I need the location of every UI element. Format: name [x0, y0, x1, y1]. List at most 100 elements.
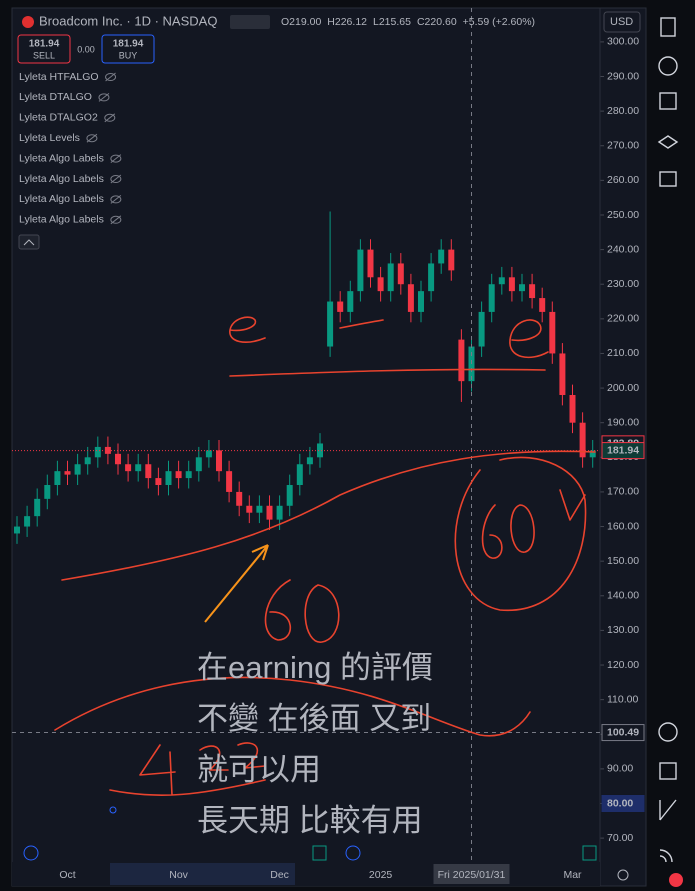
plot-area: 70.0080.0090.00100.00110.00120.00130.001… — [12, 8, 645, 886]
candle-body — [327, 301, 334, 347]
dividend-marker — [23, 845, 39, 861]
x-tick-label: Mar — [563, 869, 582, 881]
y-tick-label: 120.00 — [607, 659, 639, 671]
ohlc-value: C220.60 — [417, 16, 457, 28]
drawing — [61, 450, 596, 581]
candle-body — [478, 311, 485, 347]
y-tick-label: 190.00 — [607, 416, 639, 428]
price-tag — [601, 442, 645, 460]
spread: 0.00 — [77, 44, 95, 54]
x-tick-label: Fri 2025/01/31 — [438, 869, 506, 881]
candle-body — [84, 457, 91, 465]
y-tick-label: 90.00 — [607, 763, 633, 775]
currency: USD — [610, 16, 633, 28]
toolbar-icons — [657, 17, 679, 863]
y-tick-label: 140.00 — [607, 590, 639, 602]
annotation-line: 長天期 比較有用 — [197, 803, 423, 838]
candle-body — [569, 394, 576, 423]
candle-body — [256, 505, 263, 513]
candle-body — [276, 505, 283, 520]
drawing — [229, 368, 546, 377]
logo — [22, 16, 34, 28]
candle-body — [579, 422, 586, 458]
visibility-icon — [110, 175, 122, 183]
ohlc-value: O219.00 — [281, 16, 321, 28]
visibility-icon — [86, 134, 98, 143]
news-icon[interactable] — [659, 92, 677, 110]
price-tag-label: 80.00 — [607, 797, 633, 809]
ohlc-value: +5.59 (+2.60%) — [463, 16, 535, 28]
notification-badge — [669, 873, 683, 887]
candle-body — [438, 249, 445, 264]
time-axis — [12, 862, 600, 886]
drawing — [454, 456, 587, 611]
layers-icon[interactable] — [657, 135, 679, 149]
candle-body — [44, 485, 51, 499]
alert-icon[interactable] — [658, 56, 678, 76]
candle-body — [549, 311, 556, 354]
candle-body — [216, 450, 222, 472]
candle-body — [205, 450, 212, 458]
visibility-slash — [110, 195, 122, 204]
arrow — [204, 544, 269, 623]
sell-price: 181.94 — [29, 39, 60, 50]
candle-body — [226, 471, 233, 492]
y-tick-label: 150.00 — [607, 555, 639, 567]
price-tag-label: 181.94 — [607, 444, 639, 456]
settings-icon[interactable] — [617, 869, 629, 881]
drawing — [481, 489, 586, 559]
calendar-icon[interactable] — [659, 762, 677, 780]
y-tick-label: 260.00 — [607, 174, 639, 186]
price-tag-label: 100.49 — [607, 726, 639, 738]
y-tick-label: 70.00 — [607, 832, 633, 844]
ideas-icon[interactable] — [658, 722, 678, 742]
candle-body — [347, 291, 354, 312]
candle-body — [14, 526, 20, 534]
indicator-name: Lyleta Algo Labels — [19, 214, 104, 226]
candle-body — [236, 491, 243, 506]
drawings — [54, 316, 596, 814]
annotation-line: 不變 在後面 又到 — [197, 701, 431, 736]
candle-body — [357, 249, 364, 292]
drawing — [54, 676, 531, 737]
candle-body — [589, 450, 596, 458]
watchlist-icon[interactable] — [660, 17, 676, 37]
collapse-icon — [23, 239, 35, 246]
candle-body — [155, 478, 162, 486]
drawing-tool-icon[interactable] — [659, 799, 677, 821]
signal-icon[interactable] — [659, 849, 673, 863]
collapse-button[interactable] — [18, 234, 40, 250]
earnings-marker — [312, 845, 327, 861]
buy-label: BUY — [119, 50, 138, 60]
annotation-line: 就可以用 — [197, 752, 321, 787]
toggle[interactable] — [230, 15, 270, 29]
indicator-list: Lyleta HTFALGO Lyleta DTALGO Lyleta DTALGO… — [19, 71, 122, 226]
candle-body — [377, 277, 384, 292]
candle-body — [145, 464, 152, 479]
indicator-name: Lyleta Algo Labels — [19, 152, 104, 164]
y-tick-label: 280.00 — [607, 105, 639, 117]
candle-body — [54, 471, 61, 486]
anchor-point — [109, 806, 117, 814]
visibility-icon — [105, 73, 117, 81]
sell-button[interactable] — [17, 34, 71, 64]
visibility-icon — [110, 154, 122, 163]
drawing — [229, 316, 266, 343]
visibility-icon — [110, 195, 122, 204]
buy-button[interactable] — [101, 34, 155, 64]
y-tick-label: 200.00 — [607, 382, 639, 394]
currency-button[interactable] — [603, 11, 641, 33]
candle-body — [337, 301, 344, 312]
buy-price: 181.94 — [113, 39, 144, 50]
indicator-name: Lyleta DTALGO — [19, 91, 92, 103]
indicator-name: Lyleta DTALGO2 — [19, 112, 98, 124]
chat-icon[interactable] — [659, 171, 677, 187]
chart-title: Broadcom Inc. · 1D · NASDAQ — [39, 13, 217, 28]
visibility-slash — [86, 133, 98, 143]
visibility-slash — [110, 174, 122, 184]
indicator-name: Lyleta Algo Labels — [19, 173, 104, 185]
y-tick-label: 220.00 — [607, 313, 639, 325]
drawing — [109, 742, 266, 796]
ohlc-legend: O219.00 H226.12 L215.65 C220.60 +5.59 (+2.60… — [281, 16, 535, 28]
y-tick-label: 170.00 — [607, 486, 639, 498]
